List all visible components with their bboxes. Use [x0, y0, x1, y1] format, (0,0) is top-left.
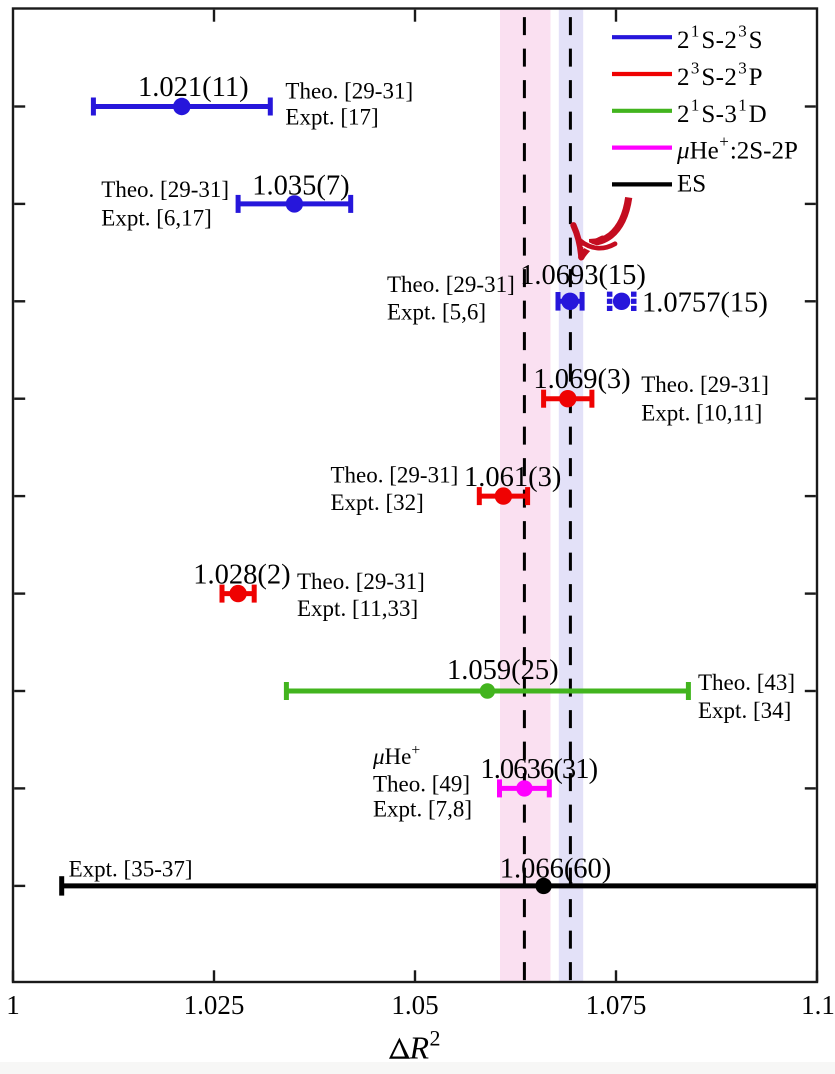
svg-text:1.075: 1.075: [586, 990, 647, 1020]
svg-text:R: R: [409, 1030, 430, 1066]
svg-text:Theo. [49]: Theo. [49]: [373, 772, 470, 797]
svg-text:Theo. [29-31]: Theo. [29-31]: [285, 78, 413, 103]
svg-text:1: 1: [6, 990, 20, 1020]
svg-text:Expt. [34]: Expt. [34]: [698, 698, 791, 723]
svg-text:1.035(7): 1.035(7): [252, 170, 349, 201]
svg-text:1.061(3): 1.061(3): [464, 462, 561, 493]
svg-text:1.0636(31): 1.0636(31): [480, 754, 597, 785]
svg-text:Theo. [29-31]: Theo. [29-31]: [641, 372, 769, 397]
svg-text:Theo. [29-31]: Theo. [29-31]: [297, 569, 425, 594]
svg-text:μHe+:2S-2P: μHe+:2S-2P: [676, 132, 798, 165]
svg-text:Expt. [32]: Expt. [32]: [331, 490, 424, 515]
svg-text:1.069(3): 1.069(3): [533, 364, 630, 395]
svg-text:ES: ES: [677, 170, 706, 197]
svg-text:1.028(2): 1.028(2): [193, 560, 290, 591]
svg-text:1.05: 1.05: [391, 990, 438, 1020]
svg-text:2: 2: [430, 1026, 441, 1051]
svg-text:21S-31D: 21S-31D: [677, 95, 767, 128]
svg-text:Expt. [35-37]: Expt. [35-37]: [69, 856, 193, 881]
svg-text:1.0693(15): 1.0693(15): [520, 260, 646, 291]
svg-text:1.021(11): 1.021(11): [138, 72, 249, 103]
svg-text:Expt. [5,6]: Expt. [5,6]: [387, 300, 486, 325]
svg-text:1.1: 1.1: [801, 990, 835, 1020]
svg-text:Theo. [29-31]: Theo. [29-31]: [101, 177, 229, 202]
svg-text:Theo. [43]: Theo. [43]: [698, 670, 795, 695]
svg-text:21S-23S: 21S-23S: [677, 22, 763, 55]
svg-text:1.025: 1.025: [184, 990, 245, 1020]
svg-text:1.0757(15): 1.0757(15): [642, 287, 768, 318]
svg-text:Theo. [29-31]: Theo. [29-31]: [387, 272, 515, 297]
svg-text:Expt. [11,33]: Expt. [11,33]: [297, 596, 418, 621]
svg-text:Expt. [10,11]: Expt. [10,11]: [641, 400, 762, 425]
svg-text:1.066(60): 1.066(60): [500, 854, 612, 885]
svg-text:Expt. [6,17]: Expt. [6,17]: [101, 206, 212, 231]
svg-text:1.059(25): 1.059(25): [447, 655, 559, 686]
svg-text:Expt. [7,8]: Expt. [7,8]: [373, 797, 472, 822]
svg-text:Theo. [29-31]: Theo. [29-31]: [331, 463, 459, 488]
svg-text:Expt. [17]: Expt. [17]: [285, 105, 378, 130]
svg-text:23S-23P: 23S-23P: [677, 59, 763, 92]
